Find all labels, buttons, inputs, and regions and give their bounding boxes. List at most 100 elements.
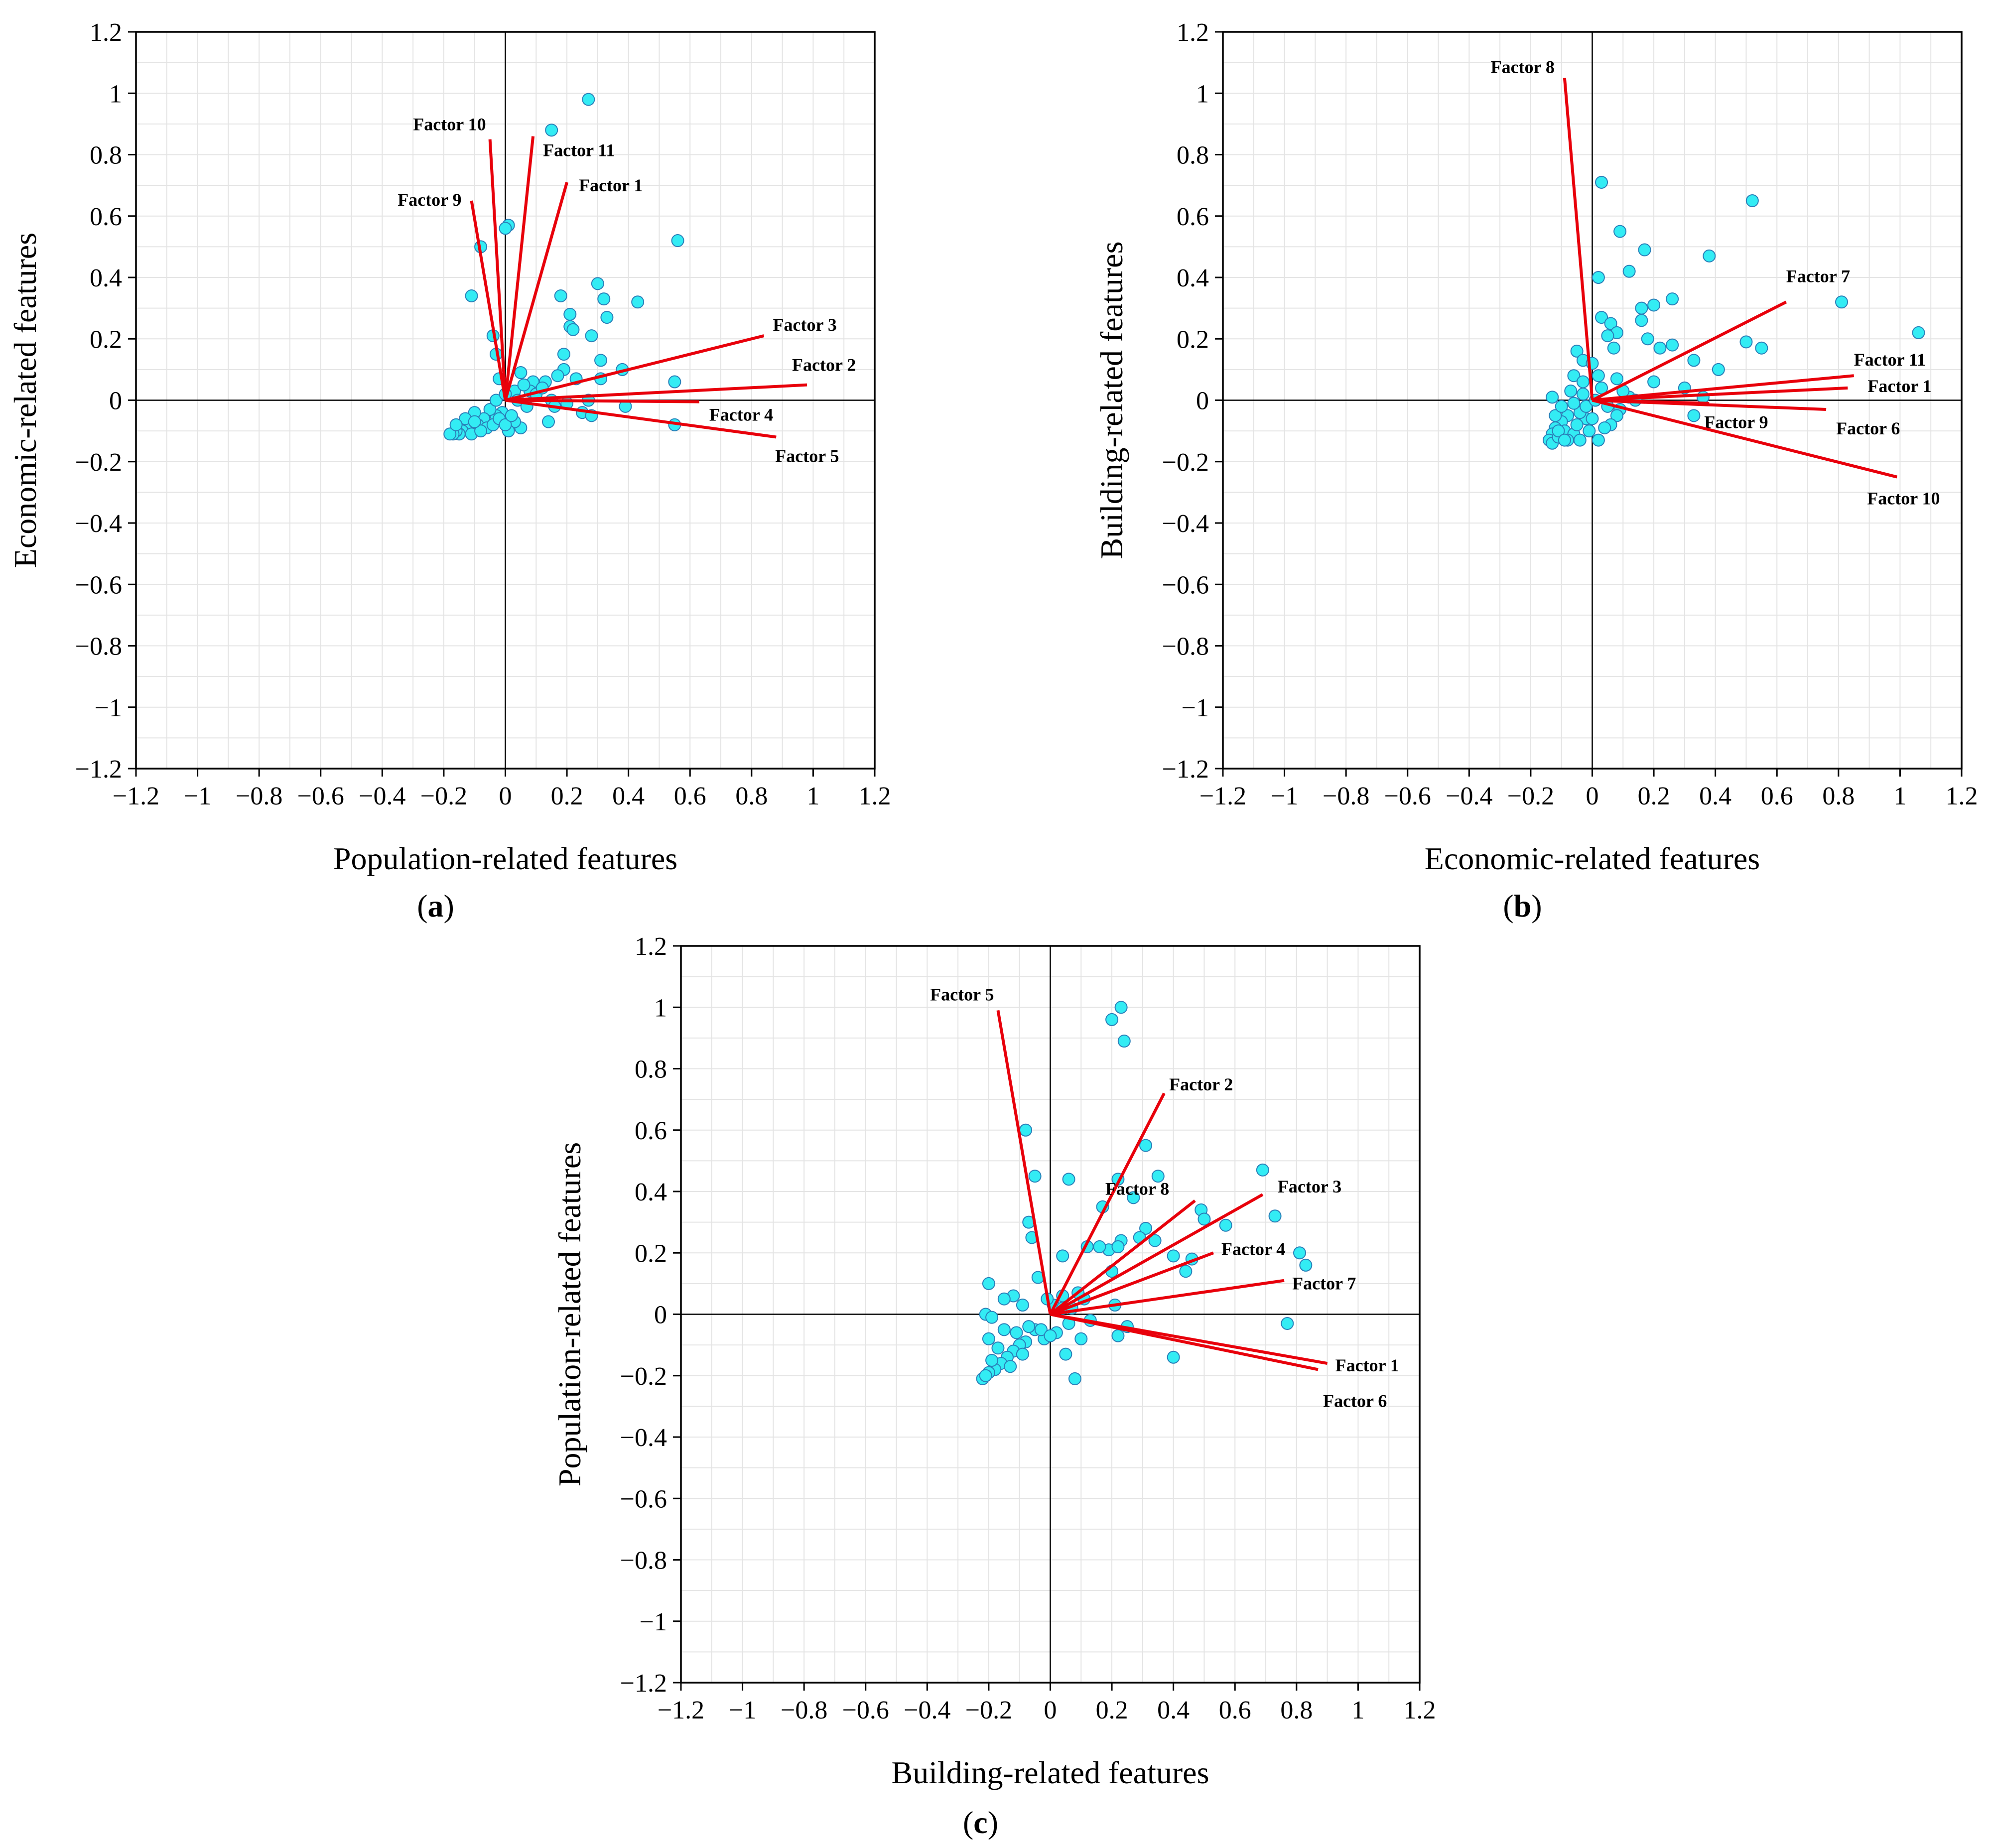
data-point: [1197, 1212, 1211, 1226]
x-tick-label: 0.6: [674, 782, 706, 810]
x-tick-label: 0.4: [612, 782, 645, 810]
data-point: [1641, 332, 1654, 346]
vector-line: [1049, 1092, 1166, 1315]
data-point: [551, 369, 564, 383]
data-point: [1028, 1170, 1042, 1183]
data-point: [985, 1311, 999, 1324]
data-point: [1653, 341, 1667, 355]
x-tick-label: −0.6: [1384, 782, 1431, 810]
data-point: [1151, 1170, 1165, 1183]
data-point: [982, 1332, 995, 1345]
panel-label: (b): [1503, 888, 1542, 924]
x-tick-label: −1: [729, 1696, 756, 1724]
x-tick-label: −1.2: [113, 782, 159, 810]
data-point: [594, 354, 608, 367]
data-point: [1034, 1323, 1048, 1336]
x-tick-label: −0.4: [359, 782, 405, 810]
x-tick-label: 0: [1586, 782, 1599, 810]
y-tick-label: −0.6: [75, 571, 122, 599]
x-tick-label: −0.2: [965, 1696, 1012, 1724]
data-point: [1666, 292, 1679, 306]
data-point: [582, 93, 595, 106]
data-point: [1635, 314, 1648, 327]
x-tick-label: 0.8: [735, 782, 768, 810]
y-tick-label: −0.8: [75, 633, 122, 661]
data-point: [1093, 1240, 1106, 1253]
vector-label: Factor 11: [543, 140, 615, 160]
y-tick-label: −0.8: [1162, 633, 1209, 661]
data-point: [1105, 1013, 1119, 1026]
x-tick-label: 0.2: [1096, 1696, 1128, 1724]
data-point: [1595, 311, 1608, 324]
data-point: [1148, 1234, 1162, 1247]
data-point: [1687, 354, 1701, 367]
vector-line: [504, 182, 568, 401]
data-point: [1022, 1320, 1036, 1333]
data-point: [499, 418, 512, 431]
data-point: [505, 409, 518, 422]
y-tick-label: −0.2: [75, 448, 122, 477]
data-point: [1610, 409, 1623, 422]
x-tick-label: 0: [1044, 1696, 1057, 1724]
x-tick-label: 1.2: [1946, 782, 1978, 810]
data-point: [1127, 1191, 1140, 1204]
data-point: [1219, 1218, 1232, 1232]
y-tick-label: −1.2: [620, 1669, 667, 1698]
y-tick-label: −0.4: [620, 1424, 667, 1452]
y-axis-label: Building-related features: [1094, 242, 1129, 559]
vector-label: Factor 1: [1335, 1355, 1399, 1375]
x-axis-label: Population-related features: [333, 841, 677, 876]
data-point: [1595, 175, 1608, 189]
data-points: [976, 1001, 1313, 1385]
data-point: [1598, 421, 1611, 434]
data-point: [982, 1277, 995, 1290]
y-tick-label: 1.2: [635, 932, 667, 961]
vector-label: Factor 10: [1867, 489, 1940, 509]
data-point: [1016, 1347, 1029, 1361]
y-tick-label: −0.2: [1162, 448, 1209, 477]
data-point: [1570, 344, 1584, 358]
y-tick-label: −1.2: [75, 755, 122, 784]
x-tick-label: 0: [499, 782, 512, 810]
data-point: [997, 1292, 1011, 1306]
y-axis-label: Population-related features: [552, 1142, 587, 1486]
vector-label: Factor 3: [773, 315, 837, 335]
data-point: [542, 415, 555, 428]
data-point: [1546, 391, 1559, 404]
vector-line: [505, 334, 765, 402]
data-point: [545, 124, 558, 137]
data-point: [1558, 433, 1571, 447]
vector-label: Factor 1: [579, 175, 643, 195]
x-tick-label: 1: [1893, 782, 1906, 810]
vector-line: [1592, 300, 1787, 402]
vector-label: Factor 3: [1278, 1177, 1341, 1196]
data-point: [499, 222, 512, 235]
y-tick-label: −0.6: [1162, 571, 1209, 599]
x-tick-label: 0.8: [1822, 782, 1855, 810]
x-tick-label: 1: [1351, 1696, 1364, 1724]
data-point: [1586, 412, 1599, 425]
x-axis-label: Building-related features: [892, 1755, 1209, 1790]
data-point: [1256, 1163, 1269, 1177]
x-tick-label: 0.6: [1219, 1696, 1251, 1724]
x-tick-label: −0.8: [1323, 782, 1369, 810]
data-point: [1044, 1329, 1057, 1342]
x-tick-label: 1: [806, 782, 819, 810]
data-point: [1592, 271, 1605, 284]
data-point: [1111, 1240, 1125, 1253]
data-point: [465, 289, 478, 302]
vector-label: Factor 7: [1292, 1274, 1356, 1294]
data-point: [600, 311, 614, 324]
vector-line: [1050, 1279, 1285, 1316]
x-tick-label: −0.4: [1446, 782, 1492, 810]
data-point: [1016, 1299, 1029, 1312]
y-tick-label: 0: [109, 387, 122, 415]
data-point: [585, 329, 598, 343]
data-point: [1167, 1350, 1180, 1364]
x-tick-label: −0.4: [904, 1696, 950, 1724]
y-tick-label: −0.2: [620, 1362, 667, 1391]
vector-line: [1592, 386, 1848, 402]
data-point: [443, 427, 457, 441]
data-point: [1647, 375, 1661, 389]
